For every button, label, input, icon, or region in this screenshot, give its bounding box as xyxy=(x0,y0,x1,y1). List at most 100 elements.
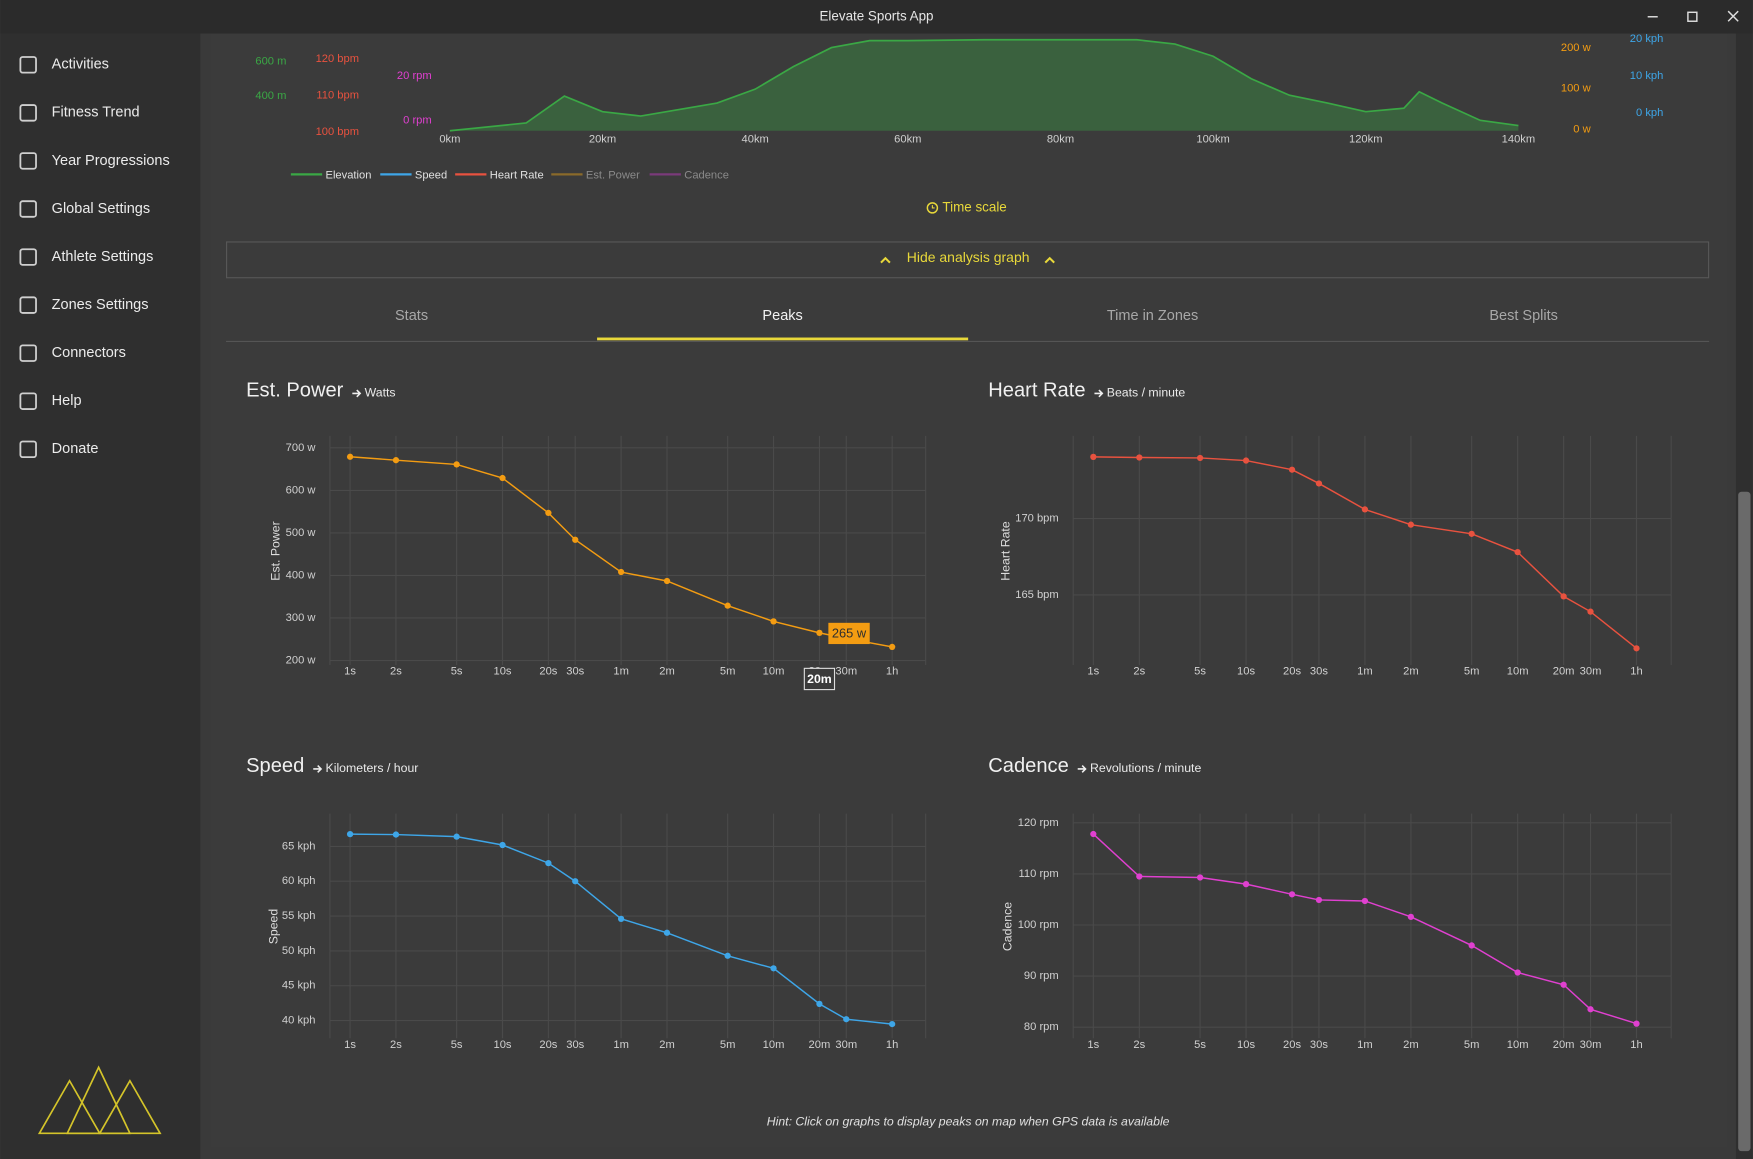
legend-label[interactable]: Est. Power xyxy=(586,169,640,181)
time-scale-toggle[interactable]: Time scale xyxy=(926,199,1007,214)
menu-item[interactable]: Help xyxy=(19,392,82,410)
peak-point[interactable] xyxy=(1514,969,1521,976)
menu-item[interactable]: Athlete Settings xyxy=(19,248,154,266)
menu-item[interactable]: Zones Settings xyxy=(19,296,149,314)
peak-point[interactable] xyxy=(816,1000,823,1007)
peak-point[interactable] xyxy=(1242,880,1250,888)
peak-point[interactable] xyxy=(889,1020,896,1028)
peak-point[interactable] xyxy=(1560,981,1567,988)
menu-item[interactable]: Year Progressions xyxy=(19,152,170,170)
menu-label[interactable]: Zones Settings xyxy=(52,297,149,313)
peak-point[interactable] xyxy=(1315,896,1323,904)
peak-chart[interactable]: Heart Rate Beats / minute Heart Rate 1s 2s 5s… xyxy=(988,379,1672,678)
menu-item[interactable]: Global Settings xyxy=(19,200,150,218)
peak-point[interactable] xyxy=(453,833,460,840)
peak-point[interactable] xyxy=(1315,480,1323,487)
peak-point[interactable] xyxy=(1361,506,1369,513)
menu-item[interactable]: Donate xyxy=(19,440,99,459)
legend-label[interactable]: Cadence xyxy=(684,169,729,181)
peak-point[interactable] xyxy=(1361,897,1369,905)
legend-item[interactable]: Cadence xyxy=(649,169,729,181)
peak-point[interactable] xyxy=(499,474,506,482)
peak-point[interactable] xyxy=(1633,1020,1640,1027)
window-controls[interactable] xyxy=(1647,10,1739,22)
peak-point[interactable] xyxy=(1468,530,1475,537)
peak-point[interactable] xyxy=(346,831,354,838)
menu-item[interactable]: Activities xyxy=(19,56,109,74)
tab[interactable]: Time in Zones xyxy=(1107,308,1198,324)
tab[interactable]: Peaks xyxy=(762,308,802,324)
peak-point[interactable] xyxy=(499,841,506,849)
menu-label[interactable]: Year Progressions xyxy=(52,153,170,169)
peak-chart[interactable]: Speed Kilometers / hour Speed 1s 2s 5s 10s 20s 3… xyxy=(246,755,927,1051)
x-tick-label: 60km xyxy=(894,134,921,146)
peak-point[interactable] xyxy=(1468,942,1475,949)
peak-point[interactable] xyxy=(724,952,731,959)
menu-label[interactable]: Fitness Trend xyxy=(52,105,140,121)
menu-label[interactable]: Help xyxy=(52,393,82,409)
peak-point[interactable] xyxy=(1196,454,1204,462)
peak-point[interactable] xyxy=(843,1016,850,1023)
close[interactable] xyxy=(1727,10,1739,22)
chart-subtitle: Beats / minute xyxy=(1107,386,1186,400)
peak-point[interactable] xyxy=(1514,549,1521,556)
legend-item[interactable]: Heart Rate xyxy=(455,169,544,181)
legend-item[interactable]: Speed xyxy=(380,169,447,181)
peak-point[interactable] xyxy=(1136,873,1143,880)
peak-point[interactable] xyxy=(889,643,896,651)
peak-point[interactable] xyxy=(1407,521,1415,528)
menu-label[interactable]: Athlete Settings xyxy=(52,249,154,265)
menu-item[interactable]: Connectors xyxy=(19,344,126,362)
peak-chart[interactable]: Cadence Revolutions / minute Cadence 1s 2s 5s… xyxy=(988,755,1672,1051)
peak-point[interactable] xyxy=(724,602,731,609)
peak-point[interactable] xyxy=(816,629,823,637)
button-frame[interactable] xyxy=(226,241,1710,279)
maximize[interactable] xyxy=(1687,11,1698,22)
peak-point[interactable] xyxy=(572,878,579,885)
peak-point[interactable] xyxy=(663,577,671,585)
peak-point[interactable] xyxy=(1407,913,1415,920)
legend-label[interactable]: Elevation xyxy=(326,169,372,181)
menu-label[interactable]: Connectors xyxy=(52,345,126,361)
hide-analysis-button[interactable]: Hide analysis graph xyxy=(226,241,1710,279)
menu-label[interactable]: Donate xyxy=(52,441,99,457)
peak-point[interactable] xyxy=(770,965,777,972)
peak-point[interactable] xyxy=(1633,645,1640,652)
time-scale-label[interactable]: Time scale xyxy=(942,199,1006,214)
peak-point[interactable] xyxy=(346,453,354,460)
peak-point[interactable] xyxy=(1242,457,1250,464)
menu-label[interactable]: Global Settings xyxy=(52,201,150,217)
peak-point[interactable] xyxy=(1587,1006,1594,1013)
peak-point[interactable] xyxy=(1090,453,1097,461)
peak-point[interactable] xyxy=(617,915,625,922)
peak-point[interactable] xyxy=(392,831,400,838)
tab[interactable]: Stats xyxy=(395,308,428,324)
legend-label[interactable]: Heart Rate xyxy=(490,169,544,181)
peak-point[interactable] xyxy=(1136,454,1143,461)
peak-point[interactable] xyxy=(1288,466,1296,473)
peak-point[interactable] xyxy=(663,929,671,936)
peak-point[interactable] xyxy=(1560,593,1567,600)
peak-point[interactable] xyxy=(770,618,777,625)
peak-point[interactable] xyxy=(1288,891,1296,898)
peak-point[interactable] xyxy=(545,859,552,867)
menu-label[interactable]: Activities xyxy=(52,57,109,73)
legend-item[interactable]: Est. Power xyxy=(551,169,640,181)
menu-item[interactable]: Fitness Trend xyxy=(19,104,140,122)
peak-point[interactable] xyxy=(545,509,552,517)
scrollbar-thumb[interactable] xyxy=(1738,491,1751,1152)
peak-point[interactable] xyxy=(1090,830,1097,838)
peak-chart[interactable]: Est. Power Watts Est. Power 1s 2s 5s 10s 20s 30s… xyxy=(246,379,927,691)
tab[interactable]: Best Splits xyxy=(1489,308,1558,324)
legend-item[interactable]: Elevation xyxy=(290,169,372,181)
peak-point[interactable] xyxy=(1196,874,1204,881)
peak-point[interactable] xyxy=(1587,608,1594,615)
button-label[interactable]: Hide analysis graph xyxy=(907,249,1030,265)
legend-label[interactable]: Speed xyxy=(415,169,447,181)
peak-point[interactable] xyxy=(392,457,400,464)
peak-point[interactable] xyxy=(617,568,625,576)
peak-point[interactable] xyxy=(453,461,460,468)
peak-point[interactable] xyxy=(572,536,579,543)
menu-icon xyxy=(19,56,37,74)
